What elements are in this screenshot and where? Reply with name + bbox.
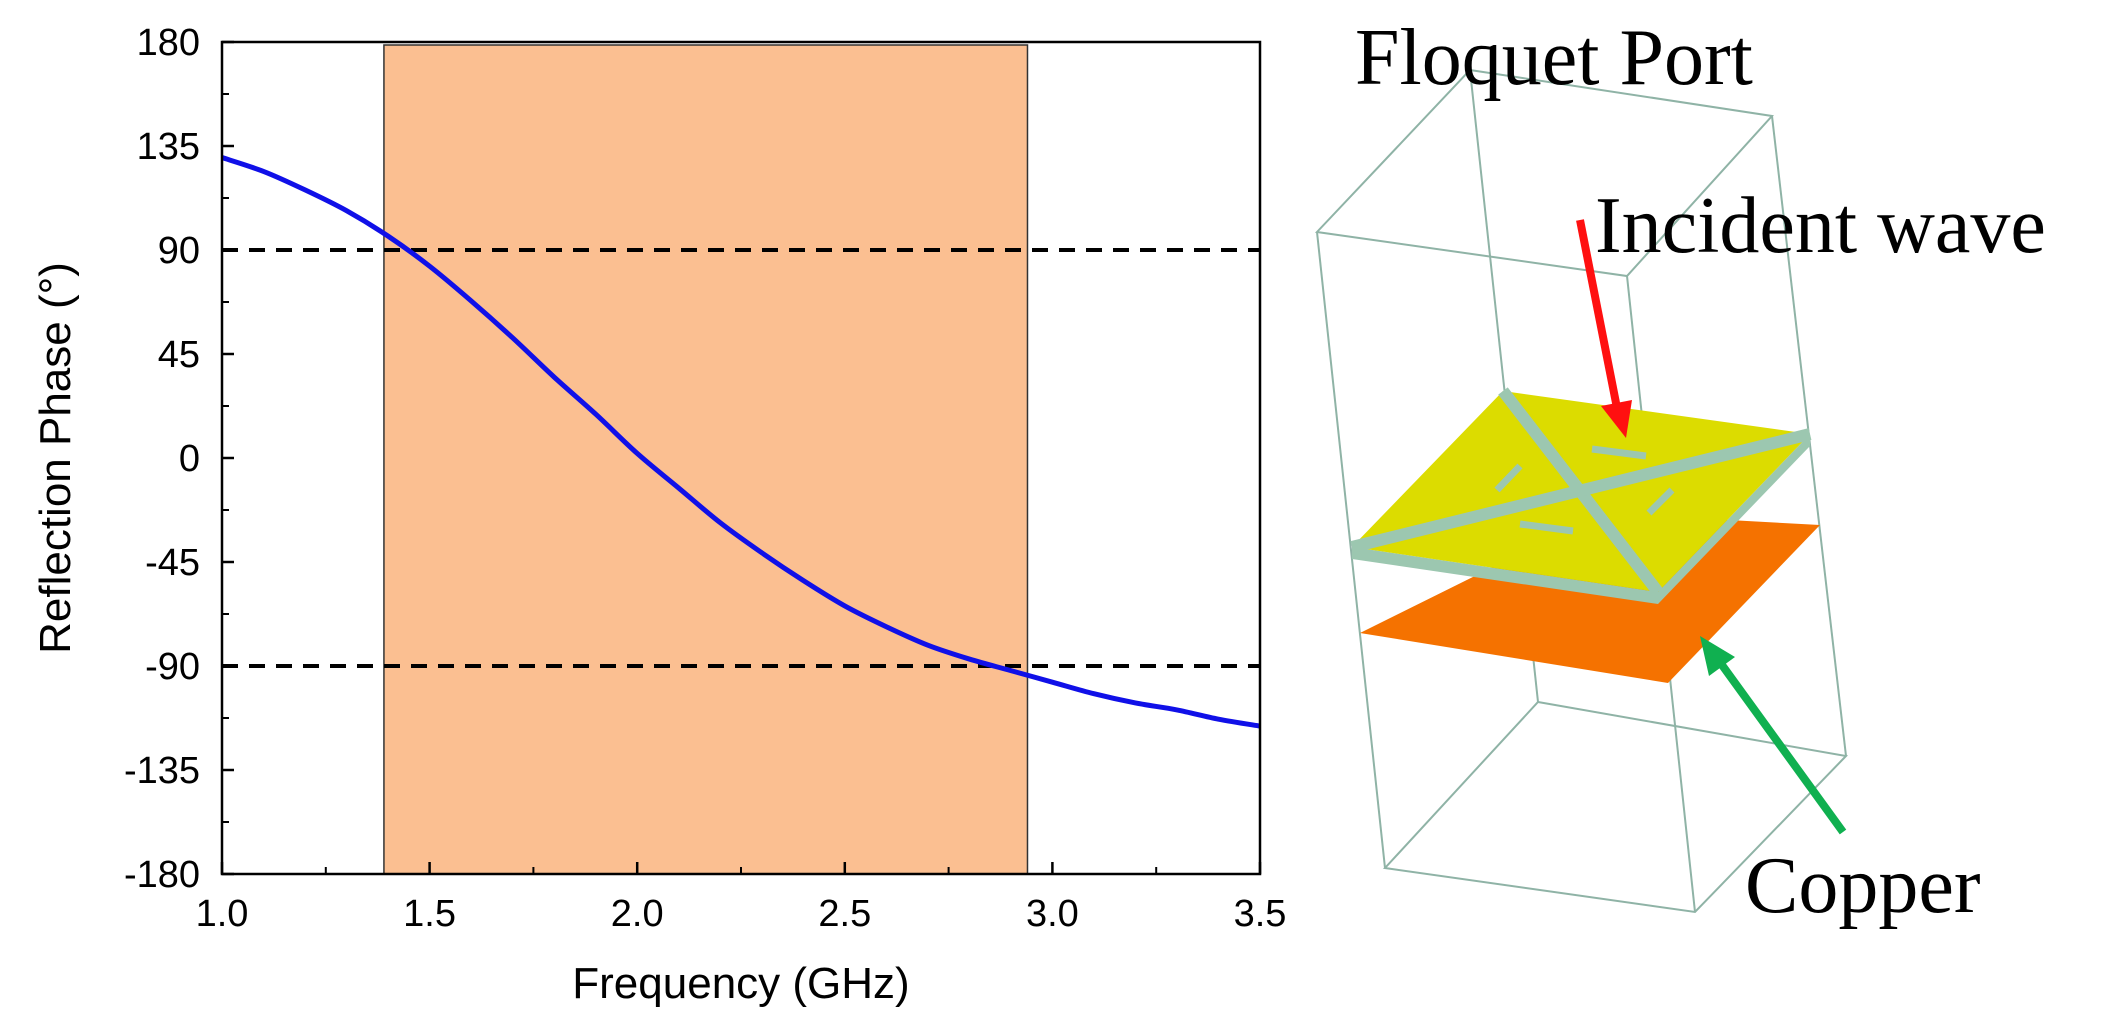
y-tick-label: 180	[137, 22, 200, 64]
slot	[1494, 463, 1523, 493]
reflection-phase-chart: 1.0 1.5 2.0 2.5 3.0 3.5 180 135 90 45 0 -45 -90 -135…	[31, 22, 1286, 1008]
box-edge	[1316, 231, 1386, 869]
x-axis-title: Frequency (GHz)	[572, 959, 909, 1008]
x-tick-label: 1.5	[403, 893, 456, 935]
y-axis-title: Reflection Phase (°)	[31, 262, 80, 654]
diagonal-slot	[1350, 428, 1812, 553]
slot	[1591, 445, 1647, 460]
substrate-edge	[1352, 547, 1658, 604]
slot	[1646, 487, 1675, 516]
incident-wave-label: Incident wave	[1595, 182, 2046, 270]
y-tick-label: 90	[158, 230, 200, 272]
x-tick-label: 2.5	[818, 893, 871, 935]
substrate-edge	[1658, 434, 1810, 604]
unit-cell-diagram: Floquet Port Incident wave Copper	[1314, 14, 2046, 930]
x-tick-label: 1.0	[196, 893, 249, 935]
patch-slots	[1350, 387, 1812, 596]
highlight-band	[383, 44, 1029, 875]
slot	[1519, 520, 1574, 535]
y-tick-label: -45	[145, 542, 200, 584]
y-tick-label: -180	[124, 854, 200, 896]
box-bottom-face	[1382, 700, 1849, 914]
y-tick-label: -90	[145, 646, 200, 688]
y-tick-label: -135	[124, 750, 200, 792]
x-tick-label: 3.5	[1234, 893, 1287, 935]
reflection-phase-series-line	[221, 155, 1261, 729]
y-tick-label: 135	[137, 126, 200, 168]
x-tick-label: 3.0	[1026, 893, 1079, 935]
floquet-port-label: Floquet Port	[1355, 14, 1753, 102]
copper-pointer-arrow	[1700, 636, 1847, 835]
y-tick-label: 0	[179, 438, 200, 480]
copper-label: Copper	[1745, 842, 1981, 930]
y-tick-label: 45	[158, 334, 200, 376]
x-tick-label: 2.0	[611, 893, 664, 935]
incident-wave-arrow	[1576, 219, 1632, 438]
box-top-face	[1314, 68, 1774, 278]
